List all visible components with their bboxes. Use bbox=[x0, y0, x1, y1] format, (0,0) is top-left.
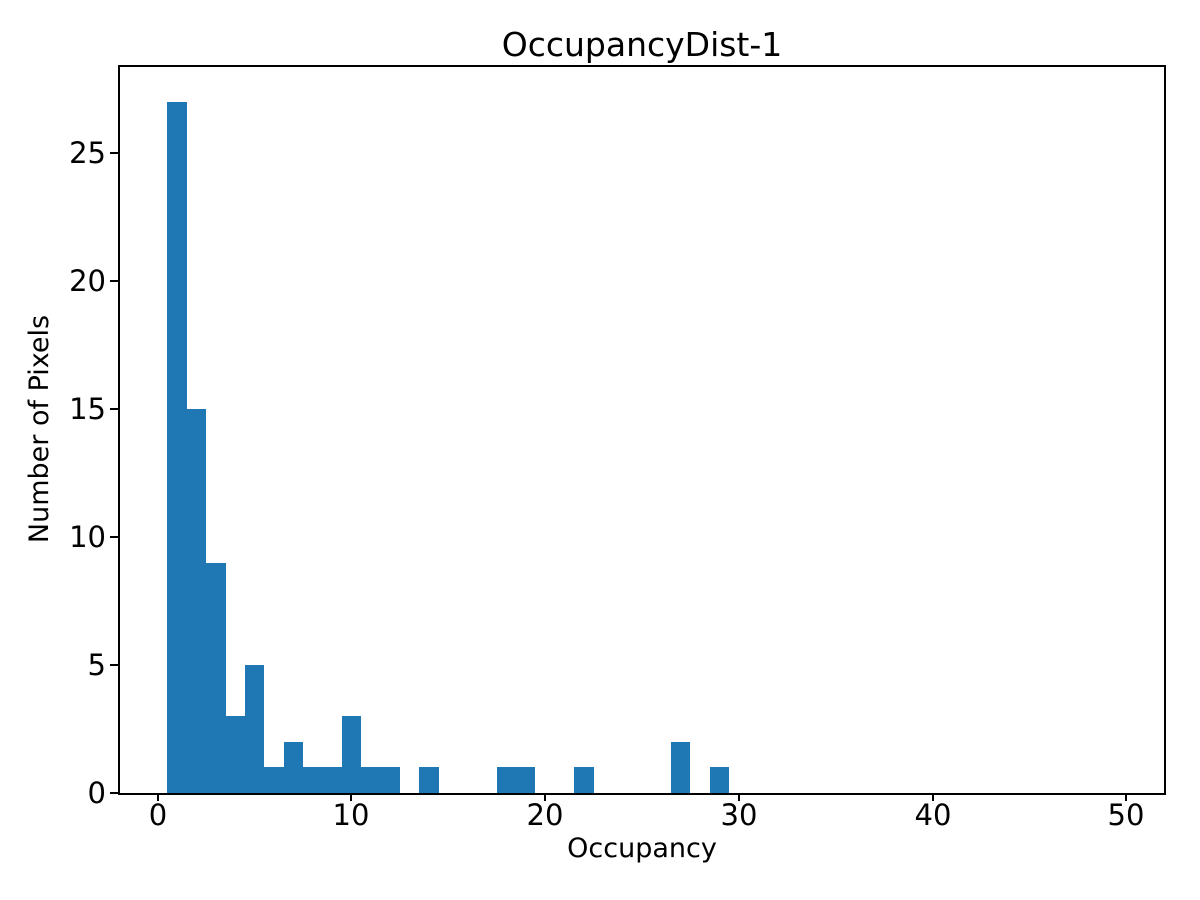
chart-title: OccupancyDist-1 bbox=[501, 25, 783, 64]
x-tick-mark bbox=[932, 793, 934, 801]
histogram-bar bbox=[322, 767, 342, 793]
bars-layer bbox=[120, 67, 1164, 793]
histogram-bar bbox=[671, 742, 690, 793]
histogram-bar bbox=[342, 716, 361, 793]
x-tick-mark bbox=[1125, 793, 1127, 801]
histogram-bar bbox=[187, 409, 206, 793]
y-tick-mark bbox=[110, 408, 118, 410]
y-tick-label: 20 bbox=[69, 264, 106, 298]
y-tick-label: 25 bbox=[69, 136, 106, 170]
histogram-bar bbox=[303, 767, 322, 793]
y-tick-label: 5 bbox=[87, 648, 106, 682]
x-tick-label: 20 bbox=[526, 798, 564, 832]
x-tick-mark bbox=[544, 793, 546, 801]
histogram-bar bbox=[206, 563, 226, 793]
histogram-bar bbox=[264, 767, 284, 793]
histogram-bar bbox=[245, 665, 264, 793]
y-tick-mark bbox=[110, 280, 118, 282]
x-tick-label: 0 bbox=[148, 798, 168, 832]
x-tick-label: 40 bbox=[914, 798, 952, 832]
y-axis-label: Number of Pixels bbox=[24, 314, 55, 544]
y-tick-label: 0 bbox=[87, 776, 106, 810]
x-tick-label: 30 bbox=[720, 798, 758, 832]
histogram-bar bbox=[167, 102, 187, 793]
histogram-bar bbox=[284, 742, 303, 793]
y-tick-label: 10 bbox=[69, 520, 106, 554]
x-tick-mark bbox=[738, 793, 740, 801]
histogram-bar bbox=[226, 716, 245, 793]
histogram-bar bbox=[710, 767, 729, 793]
x-tick-label: 50 bbox=[1107, 798, 1145, 832]
y-tick-label: 15 bbox=[69, 392, 106, 426]
histogram-bar bbox=[574, 767, 594, 793]
histogram-bar bbox=[419, 767, 439, 793]
x-tick-mark bbox=[350, 793, 352, 801]
histogram-bar bbox=[497, 767, 516, 793]
y-tick-mark bbox=[110, 664, 118, 666]
plot-area bbox=[118, 65, 1166, 795]
histogram-bar bbox=[516, 767, 535, 793]
y-tick-mark bbox=[110, 152, 118, 154]
histogram-bar bbox=[381, 767, 400, 793]
y-tick-mark bbox=[110, 792, 118, 794]
y-tick-mark bbox=[110, 536, 118, 538]
histogram-bar bbox=[361, 767, 381, 793]
x-axis-label: Occupancy bbox=[567, 833, 717, 864]
x-tick-mark bbox=[157, 793, 159, 801]
x-tick-label: 10 bbox=[332, 798, 370, 832]
